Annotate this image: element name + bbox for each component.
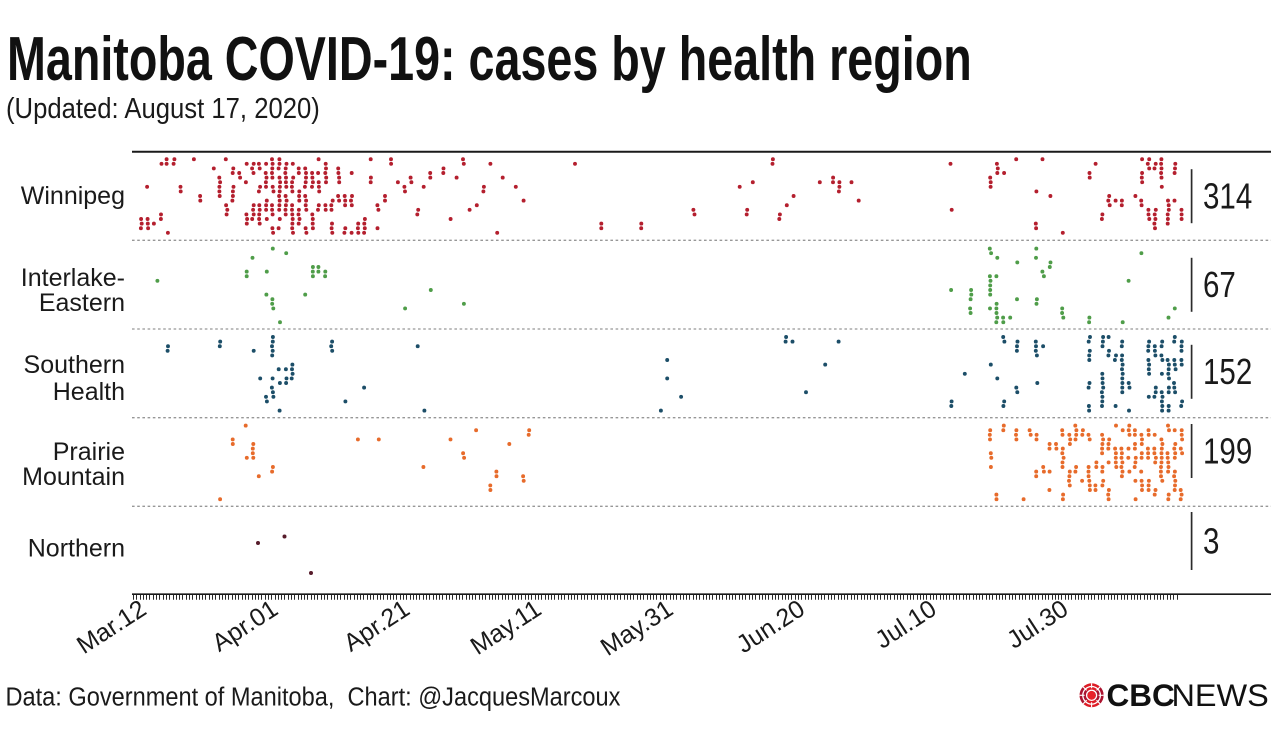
svg-text:Prairie: Prairie [53,438,125,466]
svg-text:Southern: Southern [24,351,125,379]
svg-text:Data: Government of Manitoba,: Data: Government of Manitoba, Chart: @Ja… [6,684,621,712]
svg-text:Manitoba COVID-19: cases by he: Manitoba COVID-19: cases by health regio… [7,24,972,94]
svg-text:NEWS: NEWS [1172,677,1269,712]
svg-text:Eastern: Eastern [39,289,125,317]
svg-text:Winnipeg: Winnipeg [21,182,125,210]
svg-text:67: 67 [1203,264,1236,304]
svg-text:(Updated: August 17, 2020): (Updated: August 17, 2020) [6,92,320,125]
svg-text:Health: Health [53,378,125,406]
svg-text:Interlake-: Interlake- [21,264,125,292]
svg-text:CBC: CBC [1107,677,1175,713]
svg-text:314: 314 [1203,176,1252,216]
svg-text:3: 3 [1203,521,1219,561]
svg-text:Northern: Northern [28,535,125,563]
svg-text:199: 199 [1203,431,1252,471]
svg-text:152: 152 [1203,351,1252,391]
svg-text:Mountain: Mountain [22,463,125,491]
